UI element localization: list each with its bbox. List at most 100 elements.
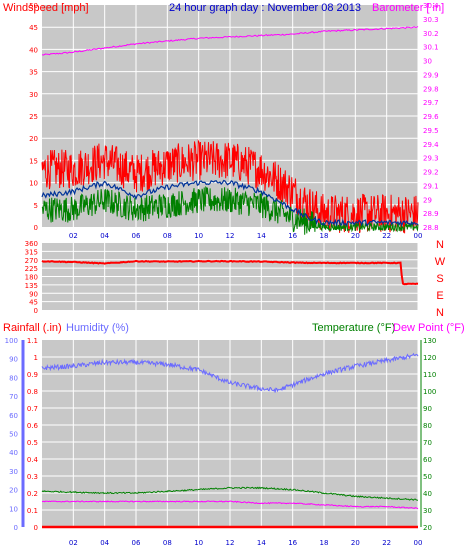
barometer-tick-label: 29.1 bbox=[423, 182, 439, 190]
rainfall-tick-label: 0 bbox=[34, 524, 38, 532]
temperature-tick-label: 60 bbox=[423, 456, 432, 464]
rainfall-tick-label: 0.9 bbox=[27, 371, 38, 379]
x-tick-label: 10 bbox=[194, 232, 203, 240]
compass-e: E bbox=[436, 290, 443, 302]
rainfall-tick-label: 0.7 bbox=[27, 405, 38, 413]
barometer-tick-label: 29.8 bbox=[423, 85, 439, 93]
windspeed-tick-label: 30 bbox=[29, 91, 38, 99]
tick-labels: 02 04 06 08 10 12 14 16 18 20 22 000510152025303540… bbox=[5, 2, 440, 547]
x-tick-label: 20 bbox=[351, 232, 360, 240]
barometer-tick-label: 28.8 bbox=[423, 224, 439, 232]
x-tick-label: 14 bbox=[257, 232, 266, 240]
wind-average-line bbox=[41, 179, 419, 227]
barometer-line bbox=[41, 26, 419, 56]
x-tick-label: 22 bbox=[382, 539, 391, 547]
windspeed-tick-label: 15 bbox=[29, 157, 38, 165]
humidity-tick-label: 100 bbox=[5, 337, 18, 345]
rainfall-tick-label: 0.1 bbox=[27, 507, 38, 515]
direction-tick-label: 90 bbox=[29, 290, 38, 298]
x-tick-label: 00 bbox=[414, 539, 423, 547]
rainfall-tick-label: 0.6 bbox=[27, 422, 39, 430]
rainfall-tick-label: 1 bbox=[34, 354, 38, 362]
temperature-tick-label: 90 bbox=[423, 405, 432, 413]
temperature-tick-label: 40 bbox=[423, 490, 432, 498]
compass-w: W bbox=[435, 256, 446, 268]
direction-tick-label: 360 bbox=[25, 240, 38, 248]
wind-direction-line bbox=[41, 259, 419, 286]
windspeed-tick-label: 10 bbox=[29, 180, 38, 188]
windspeed-tick-label: 20 bbox=[29, 135, 38, 143]
temperature-axis-label: Temperature (°F) bbox=[312, 322, 395, 334]
barometer-tick-label: 29.5 bbox=[423, 127, 439, 135]
x-tick-label: 10 bbox=[194, 539, 203, 547]
humidity-tick-label: 70 bbox=[9, 393, 18, 401]
temperature-tick-label: 80 bbox=[423, 422, 432, 430]
x-tick-label: 00 bbox=[414, 232, 423, 240]
x-tick-label: 08 bbox=[163, 539, 172, 547]
windspeed-tick-label: 40 bbox=[29, 46, 38, 54]
compass-n-bottom: N bbox=[436, 307, 444, 319]
rainfall-tick-label: 0.5 bbox=[27, 439, 38, 447]
x-tick-label: 12 bbox=[226, 539, 235, 547]
x-tick-label: 04 bbox=[100, 232, 109, 240]
humidity-tick-label: 20 bbox=[9, 487, 18, 495]
rainfall-tick-label: 1.1 bbox=[27, 337, 38, 345]
x-tick-label: 02 bbox=[69, 539, 78, 547]
humidity-axis-label: Humidity (%) bbox=[66, 322, 129, 334]
x-tick-label: 22 bbox=[382, 232, 391, 240]
barometer-tick-label: 29.9 bbox=[423, 71, 439, 79]
windspeed-tick-label: 0 bbox=[34, 224, 38, 232]
humidity-tick-label: 30 bbox=[9, 468, 18, 476]
barometer-tick-label: 30.3 bbox=[423, 16, 439, 24]
rainfall-tick-label: 0.2 bbox=[27, 490, 38, 498]
windspeed-axis-label: Windspeed [mph] bbox=[3, 2, 89, 14]
humidity-tick-label: 0 bbox=[14, 524, 18, 532]
barometer-tick-label: 28.9 bbox=[423, 210, 439, 218]
wind-low-line bbox=[41, 185, 419, 235]
x-tick-label: 20 bbox=[351, 539, 360, 547]
temperature-tick-label: 70 bbox=[423, 439, 432, 447]
x-tick-label: 16 bbox=[288, 232, 297, 240]
humidity-tick-label: 50 bbox=[9, 431, 18, 439]
direction-tick-label: 225 bbox=[25, 265, 38, 273]
barometer-tick-label: 30 bbox=[423, 58, 432, 66]
x-tick-label: 06 bbox=[132, 539, 141, 547]
barometer-tick-label: 29.6 bbox=[423, 113, 439, 121]
temperature-tick-label: 120 bbox=[423, 354, 436, 362]
x-tick-label: 16 bbox=[288, 539, 297, 547]
x-tick-label: 14 bbox=[257, 539, 266, 547]
humidity-tick-label: 10 bbox=[9, 505, 18, 513]
direction-tick-label: 180 bbox=[25, 274, 38, 282]
rainfall-tick-label: 0.4 bbox=[27, 456, 39, 464]
chart-title: 24 hour graph day : November 08 2013 bbox=[169, 2, 361, 14]
barometer-tick-label: 29.2 bbox=[423, 169, 439, 177]
compass-n-top: N bbox=[436, 239, 444, 251]
x-tick-label: 18 bbox=[320, 232, 329, 240]
windspeed-tick-label: 25 bbox=[29, 113, 38, 121]
direction-tick-label: 0 bbox=[34, 307, 38, 315]
temperature-tick-label: 50 bbox=[423, 473, 432, 481]
compass-s: S bbox=[436, 273, 443, 285]
x-tick-label: 04 bbox=[100, 539, 109, 547]
barometer-axis-label: Barometer [ in] bbox=[372, 2, 444, 14]
windspeed-tick-label: 35 bbox=[29, 69, 38, 77]
series-lines bbox=[41, 26, 419, 529]
temperature-tick-label: 20 bbox=[423, 524, 432, 532]
temperature-tick-label: 100 bbox=[423, 388, 436, 396]
barometer-tick-label: 30.1 bbox=[423, 44, 439, 52]
windspeed-tick-label: 50 bbox=[29, 2, 38, 10]
humidity-tick-label: 60 bbox=[9, 412, 18, 420]
barometer-tick-label: 30.4 bbox=[423, 2, 439, 10]
x-tick-label: 08 bbox=[163, 232, 172, 240]
barometer-tick-label: 30.2 bbox=[423, 30, 439, 38]
x-tick-label: 18 bbox=[320, 539, 329, 547]
x-tick-label: 02 bbox=[69, 232, 78, 240]
rainfall-tick-label: 0.3 bbox=[27, 473, 38, 481]
barometer-tick-label: 29.4 bbox=[423, 141, 439, 149]
rainfall-axis-label: Rainfall (.in) bbox=[3, 322, 62, 334]
barometer-tick-label: 29.3 bbox=[423, 155, 439, 163]
temperature-tick-label: 130 bbox=[423, 337, 436, 345]
direction-tick-label: 135 bbox=[25, 282, 38, 290]
